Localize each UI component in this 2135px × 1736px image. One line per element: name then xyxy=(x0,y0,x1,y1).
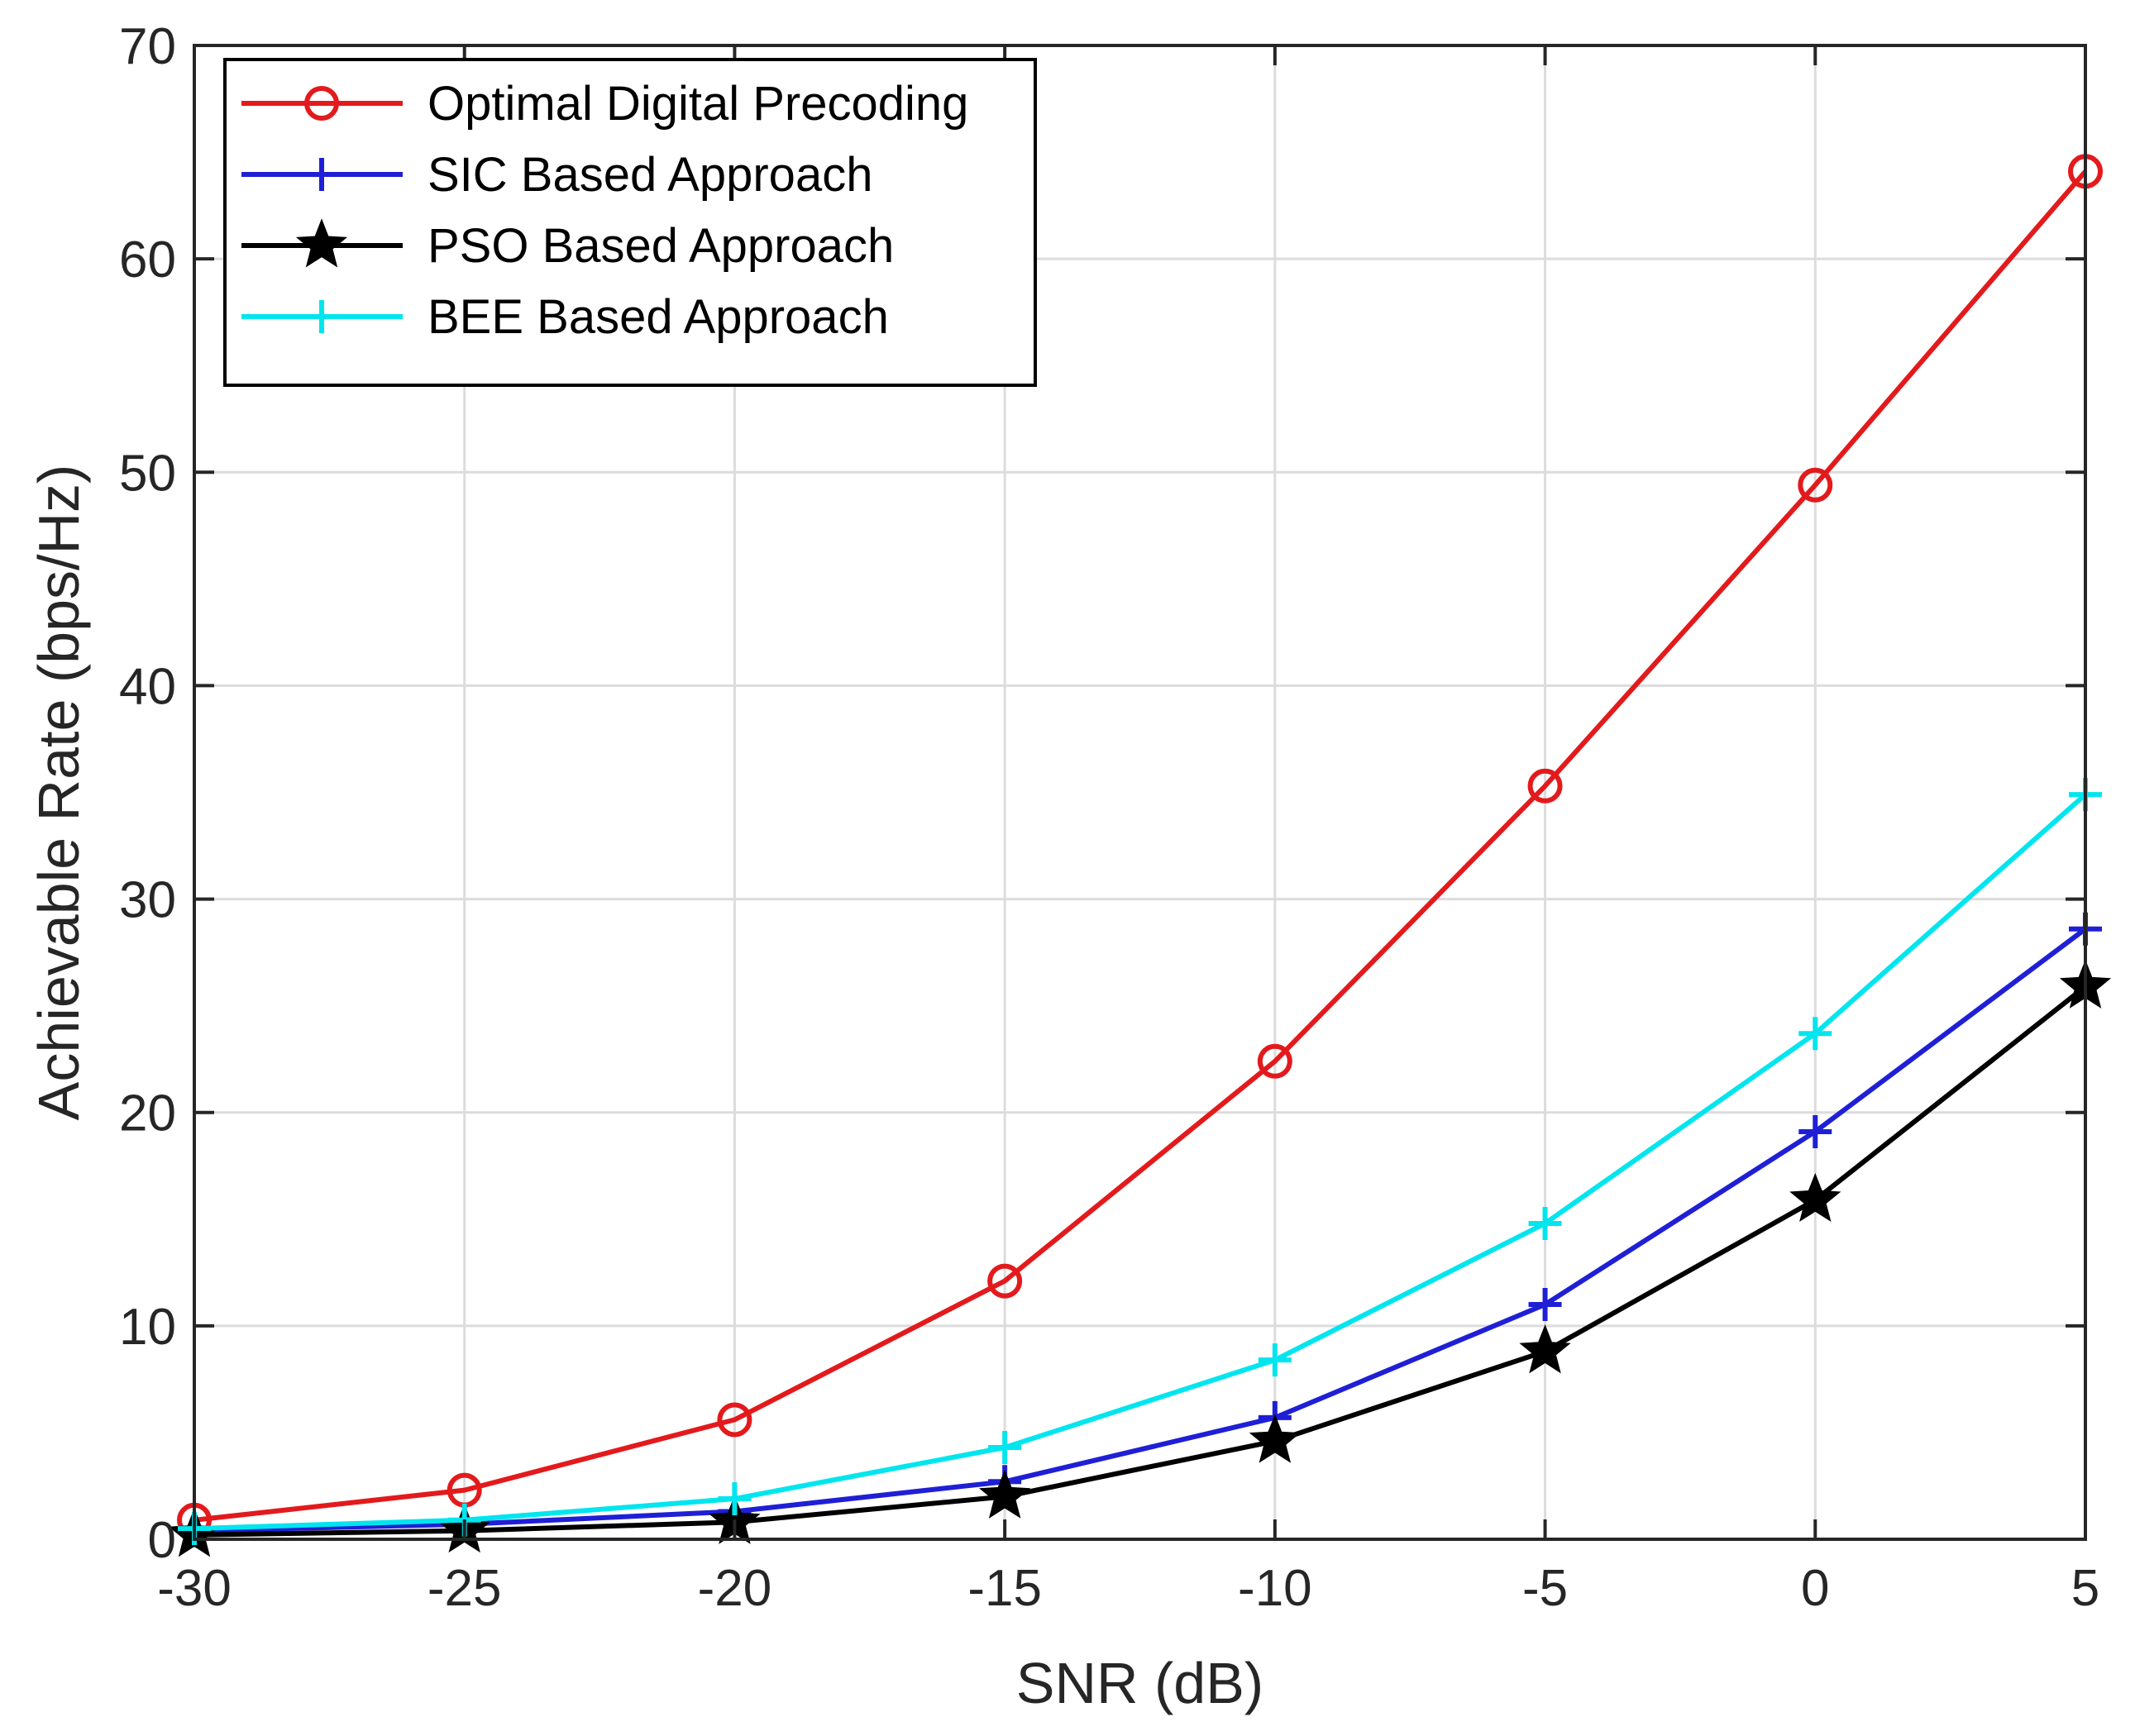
x-tick-label: 5 xyxy=(2071,1560,2099,1617)
legend-entry-sic-based-approach: SIC Based Approach xyxy=(241,148,872,202)
y-tick-label: 70 xyxy=(119,18,176,75)
x-tick-label: -30 xyxy=(157,1560,232,1617)
series-line-sic-based-approach xyxy=(193,927,2087,1533)
legend-entry-pso-based-approach: PSO Based Approach xyxy=(241,218,894,273)
data-point-optimal-digital-precoding xyxy=(1798,467,1833,503)
data-point-bee-based-approach xyxy=(718,1481,752,1515)
y-tick-label: 30 xyxy=(119,872,176,929)
x-tick-label: -10 xyxy=(1238,1560,1312,1617)
data-point-pso-based-approach xyxy=(1789,1172,1841,1223)
legend: Optimal Digital Precoding SIC Based Appro… xyxy=(223,58,1037,387)
y-tick-label: 20 xyxy=(119,1085,176,1142)
legend-box xyxy=(223,58,1037,387)
x-axis-title: SNR (dB) xyxy=(1016,1651,1263,1715)
x-tick-label: -25 xyxy=(427,1560,502,1617)
y-tick-label: 10 xyxy=(119,1299,176,1356)
data-point-optimal-digital-precoding xyxy=(717,1402,752,1438)
legend-label-pso-based-approach: PSO Based Approach xyxy=(427,219,894,273)
data-point-optimal-digital-precoding xyxy=(1257,1043,1292,1079)
plot-frame xyxy=(193,44,2087,1541)
x-tick-label: -15 xyxy=(967,1560,1042,1617)
legend-marker-optimal-digital-precoding xyxy=(304,86,339,121)
series-line-optimal-digital-precoding xyxy=(193,169,2088,1523)
y-tick-label: 60 xyxy=(119,231,176,289)
data-point-pso-based-approach xyxy=(1519,1324,1571,1374)
data-point-bee-based-approach xyxy=(1798,1017,1832,1051)
data-point-bee-based-approach xyxy=(1258,1343,1292,1377)
legend-label-bee-based-approach: BEE Based Approach xyxy=(427,290,889,344)
y-tick-label: 40 xyxy=(119,658,176,715)
data-point-bee-based-approach xyxy=(1528,1206,1562,1240)
legend-entry-bee-based-approach: BEE Based Approach xyxy=(241,290,889,344)
legend-marker-pso-based-approach xyxy=(295,218,348,268)
legend-marker-sic-based-approach xyxy=(305,158,338,191)
legend-label-sic-based-approach: SIC Based Approach xyxy=(427,148,872,202)
data-point-bee-based-approach xyxy=(988,1431,1022,1464)
y-tick-label: 0 xyxy=(148,1512,176,1569)
data-point-sic-based-approach xyxy=(1798,1114,1832,1148)
series-line-bee-based-approach xyxy=(193,792,2087,1532)
data-point-optimal-digital-precoding xyxy=(1527,768,1563,804)
legend-marker-bee-based-approach xyxy=(305,300,338,333)
y-tick-label: 50 xyxy=(119,445,176,502)
x-tick-label: -5 xyxy=(1522,1560,1568,1617)
legend-entry-optimal-digital-precoding: Optimal Digital Precoding xyxy=(241,77,968,131)
x-tick-label: 0 xyxy=(1801,1560,1829,1617)
data-point-sic-based-approach xyxy=(1528,1288,1562,1322)
legend-label-optimal-digital-precoding: Optimal Digital Precoding xyxy=(427,77,968,131)
y-axis-title: Achievable Rate (bps/Hz) xyxy=(26,465,91,1121)
data-point-pso-based-approach xyxy=(1249,1414,1301,1463)
x-tick-label: -20 xyxy=(698,1560,772,1617)
data-point-optimal-digital-precoding xyxy=(987,1263,1023,1299)
series-line-pso-based-approach xyxy=(193,985,2087,1538)
data-point-pso-based-approach xyxy=(978,1469,1031,1519)
